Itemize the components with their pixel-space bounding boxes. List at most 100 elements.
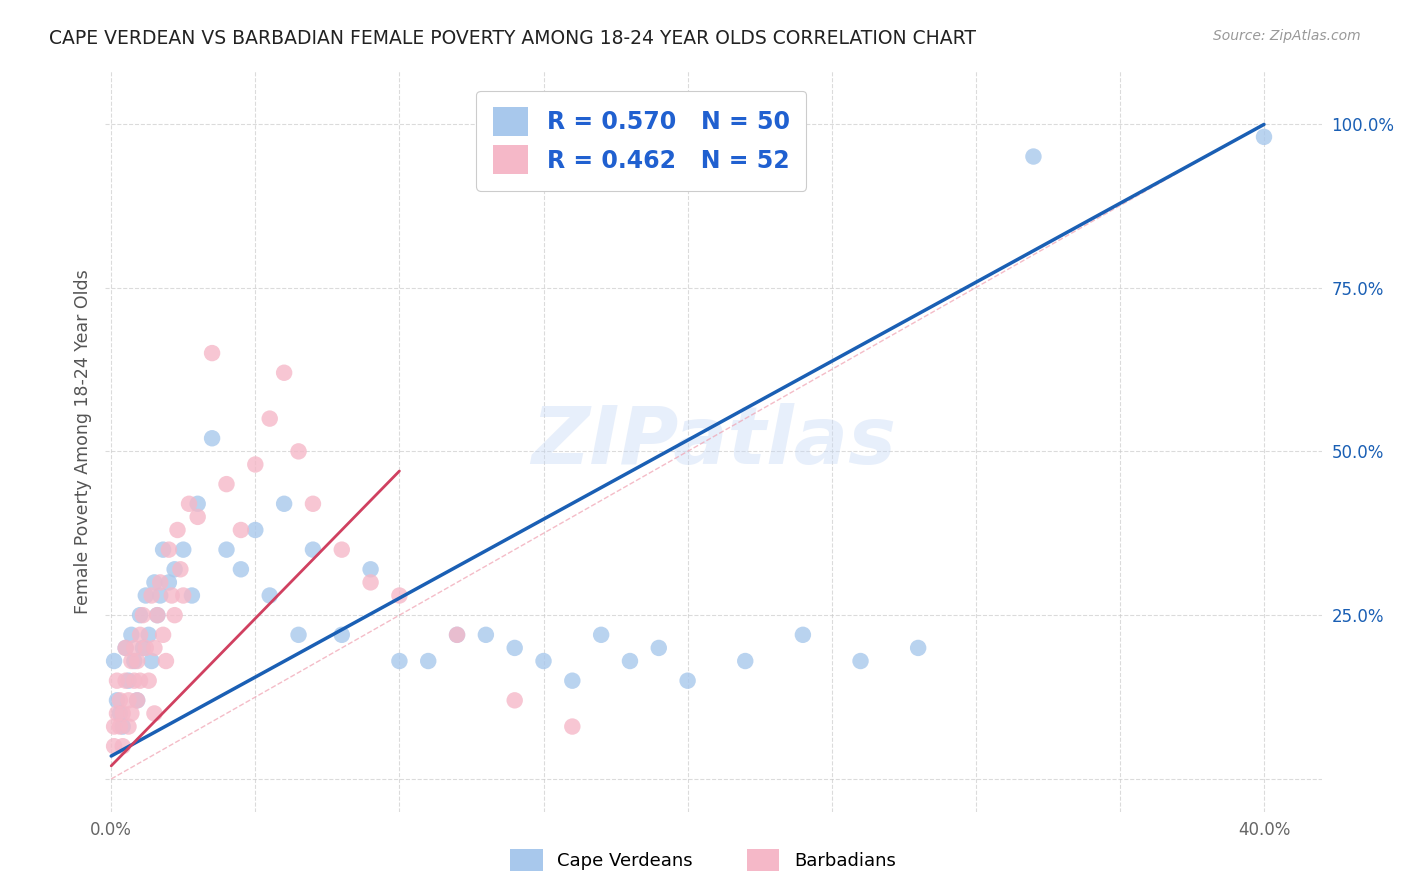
Text: ZIPatlas: ZIPatlas: [531, 402, 896, 481]
Point: [475, 628, 498, 642]
Point: [446, 628, 468, 642]
Point: [907, 640, 929, 655]
Point: [734, 654, 756, 668]
Point: [676, 673, 699, 688]
Point: [111, 739, 134, 754]
Legend: R = 0.570   N = 50, R = 0.462   N = 52: R = 0.570 N = 50, R = 0.462 N = 52: [477, 91, 807, 191]
Point: [105, 693, 128, 707]
Point: [302, 542, 325, 557]
Point: [111, 720, 134, 734]
Point: [114, 640, 136, 655]
Point: [166, 523, 188, 537]
Point: [330, 542, 353, 557]
Point: [135, 589, 157, 603]
Point: [103, 739, 125, 754]
Point: [172, 589, 194, 603]
Point: [132, 640, 155, 655]
Point: [187, 509, 209, 524]
Point: [108, 706, 131, 721]
Point: [143, 575, 166, 590]
Point: [163, 608, 186, 623]
Point: [160, 589, 183, 603]
Point: [143, 640, 166, 655]
Point: [215, 477, 238, 491]
Point: [273, 497, 295, 511]
Point: [149, 575, 172, 590]
Point: [129, 628, 152, 642]
Point: [120, 706, 142, 721]
Point: [143, 706, 166, 721]
Point: [146, 608, 169, 623]
Point: [122, 673, 145, 688]
Point: [105, 673, 128, 688]
Point: [108, 720, 131, 734]
Point: [114, 673, 136, 688]
Point: [103, 654, 125, 668]
Point: [187, 497, 209, 511]
Point: [503, 693, 526, 707]
Point: [127, 693, 149, 707]
Point: [591, 628, 613, 642]
Point: [245, 523, 267, 537]
Point: [388, 589, 411, 603]
Point: [108, 693, 131, 707]
Point: [418, 654, 440, 668]
Point: [141, 654, 163, 668]
Point: [360, 575, 382, 590]
Point: [201, 346, 224, 360]
Point: [117, 693, 139, 707]
Point: [259, 589, 281, 603]
Point: [287, 628, 309, 642]
Point: [287, 444, 309, 458]
Point: [180, 589, 202, 603]
Point: [201, 431, 224, 445]
Point: [215, 542, 238, 557]
Point: [561, 720, 583, 734]
Point: [388, 654, 411, 668]
Point: [229, 523, 252, 537]
Point: [533, 654, 555, 668]
Point: [149, 589, 172, 603]
Point: [177, 497, 200, 511]
Point: [172, 542, 194, 557]
Point: [122, 654, 145, 668]
Point: [146, 608, 169, 623]
Point: [141, 589, 163, 603]
Point: [152, 628, 174, 642]
Point: [273, 366, 295, 380]
Text: Source: ZipAtlas.com: Source: ZipAtlas.com: [1213, 29, 1361, 44]
Point: [259, 411, 281, 425]
Point: [163, 562, 186, 576]
Point: [120, 628, 142, 642]
Point: [132, 608, 155, 623]
Point: [122, 640, 145, 655]
Point: [129, 673, 152, 688]
Point: [330, 628, 353, 642]
Point: [117, 720, 139, 734]
Point: [111, 706, 134, 721]
Point: [114, 640, 136, 655]
Point: [792, 628, 814, 642]
Point: [127, 654, 149, 668]
Legend: Cape Verdeans, Barbadians: Cape Verdeans, Barbadians: [503, 842, 903, 879]
Point: [849, 654, 872, 668]
Point: [619, 654, 641, 668]
Point: [245, 458, 267, 472]
Point: [138, 628, 160, 642]
Point: [152, 542, 174, 557]
Point: [157, 542, 180, 557]
Point: [120, 654, 142, 668]
Point: [135, 640, 157, 655]
Point: [446, 628, 468, 642]
Point: [138, 673, 160, 688]
Text: CAPE VERDEAN VS BARBADIAN FEMALE POVERTY AMONG 18-24 YEAR OLDS CORRELATION CHART: CAPE VERDEAN VS BARBADIAN FEMALE POVERTY…: [49, 29, 976, 48]
Point: [103, 720, 125, 734]
Point: [561, 673, 583, 688]
Y-axis label: Female Poverty Among 18-24 Year Olds: Female Poverty Among 18-24 Year Olds: [73, 269, 91, 614]
Point: [229, 562, 252, 576]
Point: [1253, 129, 1275, 144]
Point: [302, 497, 325, 511]
Point: [503, 640, 526, 655]
Point: [648, 640, 671, 655]
Point: [105, 706, 128, 721]
